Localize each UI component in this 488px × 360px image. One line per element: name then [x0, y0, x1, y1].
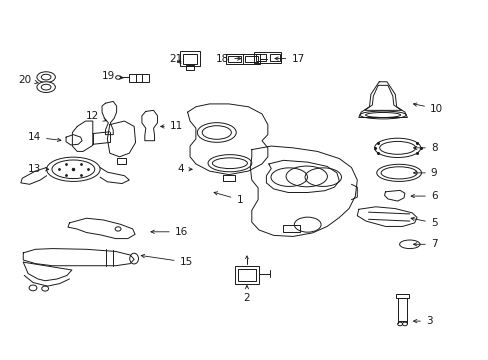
Text: 6: 6 — [410, 191, 437, 201]
Text: 13: 13 — [28, 164, 49, 174]
Text: 12: 12 — [86, 111, 106, 121]
Bar — [238, 269, 255, 282]
Ellipse shape — [402, 322, 407, 326]
Text: 8: 8 — [413, 143, 437, 153]
Ellipse shape — [37, 72, 55, 82]
Bar — [183, 54, 197, 64]
Text: 3: 3 — [413, 316, 432, 326]
Text: 21: 21 — [168, 54, 182, 64]
Ellipse shape — [41, 286, 48, 291]
Text: 15: 15 — [141, 255, 192, 267]
Text: 10: 10 — [412, 103, 442, 113]
Bar — [180, 51, 200, 66]
Ellipse shape — [37, 82, 55, 93]
Bar — [283, 225, 300, 232]
Text: 2: 2 — [243, 285, 250, 303]
Text: 14: 14 — [28, 132, 61, 142]
Bar — [269, 54, 279, 62]
Text: 9: 9 — [413, 168, 437, 178]
Text: 18: 18 — [216, 54, 240, 64]
Bar — [128, 74, 149, 82]
Bar — [186, 65, 194, 70]
Bar — [256, 54, 265, 62]
Text: 11: 11 — [161, 121, 183, 131]
Text: 1: 1 — [214, 192, 243, 204]
Bar — [234, 266, 259, 284]
Text: 5: 5 — [410, 217, 437, 228]
Bar — [254, 52, 281, 63]
Text: 16: 16 — [151, 227, 187, 237]
Text: 20: 20 — [18, 75, 38, 85]
Bar — [117, 158, 125, 164]
Bar — [245, 56, 257, 62]
Ellipse shape — [397, 322, 402, 326]
Text: 19: 19 — [102, 71, 123, 81]
Ellipse shape — [46, 157, 100, 181]
Ellipse shape — [29, 285, 37, 291]
Text: 17: 17 — [274, 54, 304, 64]
Bar — [228, 56, 240, 62]
Text: 7: 7 — [413, 239, 437, 249]
Bar — [397, 298, 407, 321]
Bar — [225, 54, 260, 64]
Bar — [395, 294, 408, 298]
Ellipse shape — [129, 253, 138, 264]
Text: 4: 4 — [177, 164, 192, 174]
Ellipse shape — [116, 76, 120, 79]
